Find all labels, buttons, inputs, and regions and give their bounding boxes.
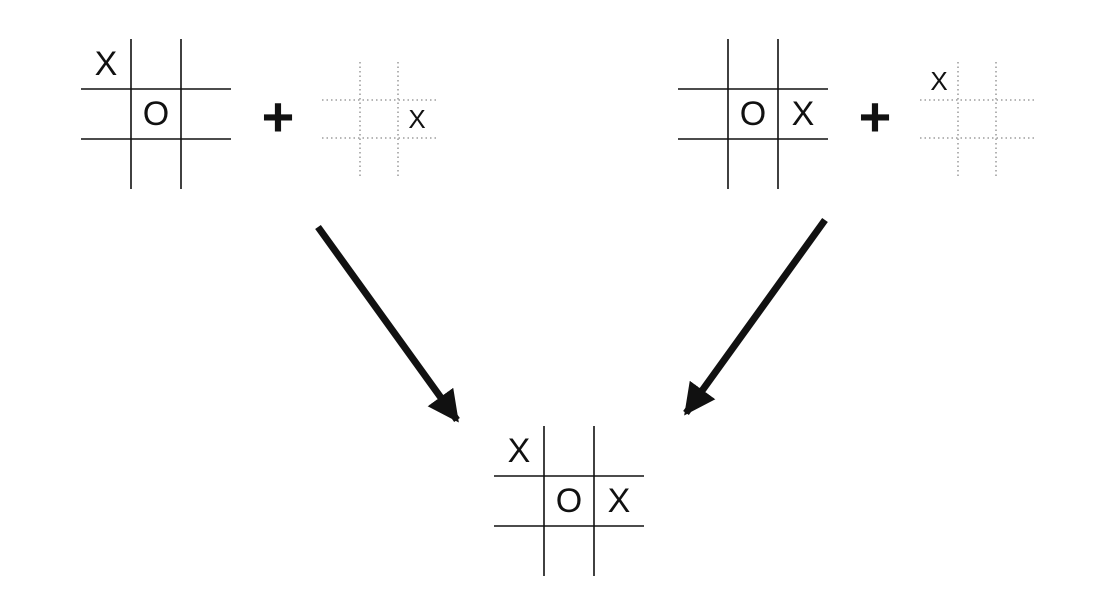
right-board-cell-5: X bbox=[792, 95, 815, 133]
arrow-right-to-result bbox=[683, 217, 828, 416]
left-board-cell-0: X bbox=[95, 45, 118, 83]
arrow-left-to-result bbox=[315, 224, 460, 423]
right-move-board: X bbox=[920, 62, 1034, 176]
result-board-cell-4: O bbox=[556, 482, 582, 520]
plus-sign-left: + bbox=[262, 85, 295, 148]
result-board-cell-5: X bbox=[608, 482, 631, 520]
right-move-cell-0: X bbox=[930, 66, 947, 96]
left-board: XO bbox=[81, 39, 231, 189]
left-move-cell-5: X bbox=[408, 104, 425, 134]
right-board-cell-4: O bbox=[740, 95, 766, 133]
result-board: XO X bbox=[494, 426, 644, 576]
plus-sign-right: + bbox=[859, 85, 892, 148]
left-move-board: X bbox=[322, 62, 436, 176]
left-board-cell-4: O bbox=[143, 95, 169, 133]
result-board-cell-0: X bbox=[508, 432, 531, 470]
